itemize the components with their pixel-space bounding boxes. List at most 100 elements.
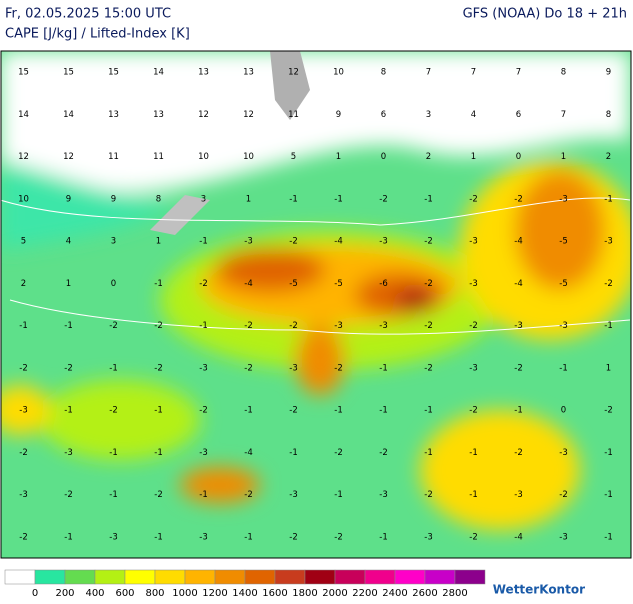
lifted-index-label: -2 <box>64 363 72 373</box>
lifted-index-label: -2 <box>379 194 387 204</box>
lifted-index-label: 9 <box>111 194 116 204</box>
legend-swatch <box>424 569 456 585</box>
lifted-index-label: -5 <box>559 237 567 247</box>
lifted-index-label: 10 <box>18 194 29 204</box>
lifted-index-label: -2 <box>289 406 297 416</box>
lifted-index-label: -1 <box>154 532 162 542</box>
lifted-index-label: -2 <box>289 321 297 331</box>
lifted-index-label: -4 <box>514 237 522 247</box>
lifted-index-label: -1 <box>289 194 297 204</box>
lifted-index-label: 8 <box>156 194 161 204</box>
lifted-index-label: -4 <box>514 532 522 542</box>
lifted-index-label: -5 <box>559 279 567 289</box>
lifted-index-label: -2 <box>514 194 522 204</box>
map: 15 15 15 14 13 13 12 10 8 7 7 7 8 914 14 13 13 12 12 11 9 6 3 4… <box>1 51 631 558</box>
lifted-index-label: -1 <box>604 194 612 204</box>
legend-swatch <box>94 569 126 585</box>
lifted-index-label: 0 <box>516 152 521 162</box>
lifted-index-label: 1 <box>606 363 611 373</box>
lifted-index-label: -1 <box>469 448 477 458</box>
lifted-index-label: 7 <box>426 68 431 78</box>
legend: 0 200 400 600 800 1000 1200 1400 1600 1800 2000 220… <box>4 569 486 599</box>
lifted-index-label: -2 <box>244 490 252 500</box>
lifted-index-label: 11 <box>153 152 164 162</box>
lifted-index-label: -2 <box>109 406 117 416</box>
land-mass <box>270 51 310 120</box>
legend-swatch <box>34 569 66 585</box>
lifted-index-label: 1 <box>66 279 71 289</box>
lifted-index-label: -3 <box>514 490 522 500</box>
lifted-index-label: -2 <box>154 363 162 373</box>
lifted-index-label: -3 <box>64 448 72 458</box>
lifted-index-label: -1 <box>154 406 162 416</box>
lifted-index-label: -2 <box>334 363 342 373</box>
lifted-index-label: 1 <box>156 237 161 247</box>
lifted-index-label: -1 <box>109 363 117 373</box>
lifted-index-label: -1 <box>109 490 117 500</box>
lifted-index-label: 15 <box>18 68 29 78</box>
lifted-index-label: -2 <box>64 490 72 500</box>
legend-label: 0 <box>32 588 38 599</box>
lifted-index-label: 9 <box>66 194 71 204</box>
lifted-index-label: -3 <box>469 363 477 373</box>
legend-swatch <box>64 569 96 585</box>
lifted-index-label: -3 <box>559 194 567 204</box>
legend-label: 200 <box>55 588 74 599</box>
lifted-index-label: -2 <box>289 532 297 542</box>
lifted-index-label: 1 <box>336 152 341 162</box>
lifted-index-label: 1 <box>561 152 566 162</box>
model: GFS (NOAA) Do 18 + 21h <box>463 7 627 22</box>
lifted-index-label: 12 <box>243 110 254 120</box>
lifted-index-label: -3 <box>559 532 567 542</box>
lifted-index-label: 2 <box>606 152 611 162</box>
lifted-index-label: -3 <box>19 406 27 416</box>
legend-label: 2200 <box>352 588 377 599</box>
lifted-index-label: -2 <box>424 363 432 373</box>
contour <box>1 197 631 226</box>
lifted-index-label: -1 <box>469 490 477 500</box>
lifted-index-label: 12 <box>63 152 74 162</box>
lifted-index-label: -2 <box>334 532 342 542</box>
lifted-index-label: -2 <box>604 279 612 289</box>
time: Fr, 02.05.2025 15:00 UTC <box>5 7 171 22</box>
legend-label: 600 <box>115 588 134 599</box>
lifted-index-label: -3 <box>604 237 612 247</box>
lifted-index-label: -1 <box>379 532 387 542</box>
lifted-index-label: -2 <box>199 406 207 416</box>
lifted-index-label: -3 <box>379 490 387 500</box>
lifted-index-label: 13 <box>153 110 164 120</box>
lifted-index-label: 7 <box>471 68 476 78</box>
lifted-index-label: 1 <box>246 194 251 204</box>
lifted-index-label: 14 <box>18 110 29 120</box>
lifted-index-label: -2 <box>604 406 612 416</box>
legend-swatch <box>184 569 216 585</box>
legend-swatch <box>454 569 486 585</box>
lifted-index-label: 6 <box>516 110 521 120</box>
lifted-index-label: -1 <box>334 194 342 204</box>
lifted-index-label: 9 <box>336 110 341 120</box>
lifted-index-label: -1 <box>109 448 117 458</box>
lifted-index-label: -1 <box>424 448 432 458</box>
lifted-index-label: 11 <box>108 152 119 162</box>
lifted-index-label: -1 <box>604 490 612 500</box>
lifted-index-label: -3 <box>469 279 477 289</box>
contour <box>9 299 631 335</box>
lifted-index-label: -2 <box>154 321 162 331</box>
lifted-index-label: -1 <box>199 321 207 331</box>
lifted-index-label: -2 <box>469 532 477 542</box>
lifted-index-label: 12 <box>198 110 209 120</box>
lifted-index-label: -3 <box>559 448 567 458</box>
lifted-index-label: -3 <box>199 448 207 458</box>
lifted-index-label: 15 <box>108 68 119 78</box>
legend-label: 2800 <box>442 588 467 599</box>
lifted-index-label: -1 <box>64 532 72 542</box>
lifted-index-label: -3 <box>379 237 387 247</box>
lifted-index-label: -2 <box>469 406 477 416</box>
lifted-index-label: -4 <box>244 279 252 289</box>
legend-swatch <box>124 569 156 585</box>
lifted-index-label: 13 <box>198 68 209 78</box>
legend-label: 1200 <box>202 588 227 599</box>
lifted-index-label: -1 <box>199 490 207 500</box>
cape-field <box>1 51 631 530</box>
